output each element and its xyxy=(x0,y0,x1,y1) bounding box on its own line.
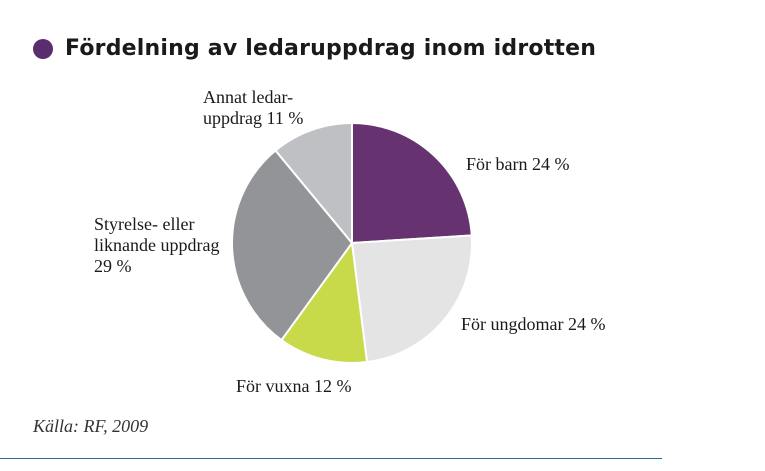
slice-label-styrelse: Styrelse- eller liknande uppdrag 29 % xyxy=(94,214,220,276)
chart-title-row: Fördelning av ledaruppdrag inom idrotten xyxy=(33,36,596,61)
slice-label-vuxna: För vuxna 12 % xyxy=(236,376,352,396)
pie-slice-annat xyxy=(274,121,353,246)
pie-slice-ungdomar xyxy=(350,234,473,364)
source-note: Källa: RF, 2009 xyxy=(33,416,149,436)
chart-title: Fördelning av ledaruppdrag inom idrotten xyxy=(65,36,597,61)
slice-label-barn: För barn 24 % xyxy=(466,154,570,174)
pie-slice-barn xyxy=(351,121,473,245)
bottom-divider xyxy=(0,458,662,459)
pie-slice-styrelse xyxy=(231,149,354,342)
slice-label-ungdomar: För ungdomar 24 % xyxy=(461,314,606,334)
slice-label-annat: Annat ledar- uppdrag 11 % xyxy=(203,87,304,128)
pie-slice-vuxna xyxy=(280,240,369,364)
title-bullet-icon xyxy=(33,38,53,59)
